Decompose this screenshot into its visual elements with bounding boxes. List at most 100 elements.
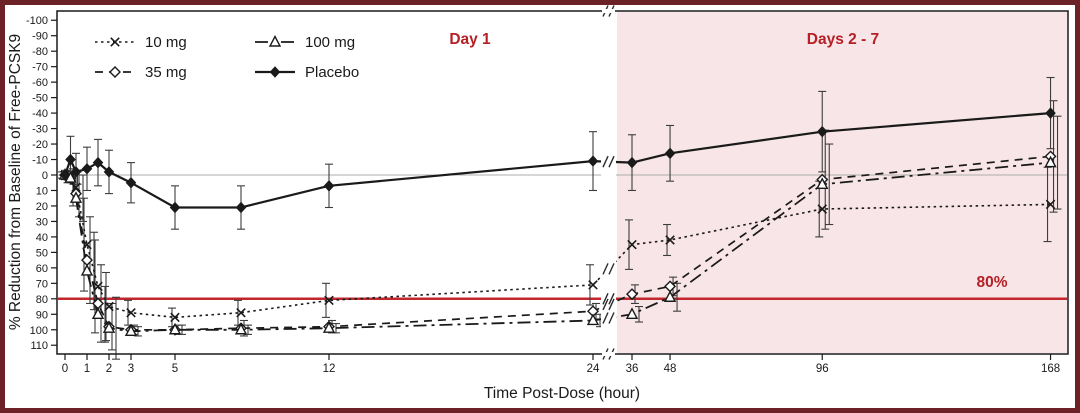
eighty-pct-label: 80%	[976, 274, 1007, 291]
y-tick-label: 70	[36, 278, 48, 290]
series-100-mg-marker	[234, 322, 248, 335]
x-tick-label: 96	[816, 363, 829, 375]
y-tick-label: 30	[36, 216, 48, 228]
axis-break-slash	[602, 155, 609, 168]
y-tick-label: -80	[32, 46, 48, 58]
y-tick-label: 60	[36, 263, 48, 275]
series-10-mg-marker	[665, 235, 675, 245]
chart-background-layer	[57, 11, 1068, 354]
chart-annotations: Day 1 Days 2 - 7 80%	[449, 31, 1007, 291]
axis-break-slash	[602, 293, 609, 305]
days2-7-label: Days 2 - 7	[807, 31, 879, 48]
y-tick-label: 40	[36, 232, 48, 244]
series-100-mg-marker	[663, 290, 677, 302]
series-10-mg-marker	[236, 307, 246, 318]
series-placebo-marker	[125, 176, 137, 189]
series-100-mg-marker	[1044, 155, 1057, 168]
series-100-mg-marker	[80, 263, 94, 276]
series-placebo-marker	[1045, 107, 1056, 119]
series-placebo-marker	[81, 163, 93, 175]
x-tick-label: 24	[587, 363, 600, 375]
series-10-mg-marker	[71, 182, 81, 193]
legend-label: 10 mg	[145, 34, 187, 51]
legend-entry-10-mg: 10 mg	[95, 34, 187, 51]
x-tick-label: 5	[172, 363, 178, 375]
series-35-mg-marker	[626, 288, 638, 301]
x-tick-label: 36	[626, 363, 639, 375]
chart-legend: 10 mg 35 mg 100 mg Placebo	[95, 34, 359, 81]
y-tick-label: 20	[36, 201, 48, 213]
y-tick-label: -10	[32, 155, 48, 167]
series-10-mg-marker	[588, 280, 598, 290]
plot-frame	[56, 10, 1069, 355]
series-100-mg-marker	[124, 324, 138, 337]
y-tick-label: -40	[32, 108, 48, 120]
chart-axes-layer: -100-90-80-70-60-50-40-30-20-10010203040…	[26, 9, 1069, 375]
y-tick-label: -30	[32, 124, 48, 136]
series-10-mg-marker	[817, 204, 828, 214]
y-tick-label: 10	[36, 185, 48, 197]
series-placebo-marker	[92, 156, 104, 169]
series-10-mg-marker	[170, 312, 180, 323]
series-placebo-marker	[103, 166, 115, 178]
series-100-mg-marker	[586, 313, 600, 326]
y-tick-label: 50	[36, 247, 48, 259]
legend-marker-diamond-filled-icon	[269, 66, 281, 78]
y-tick-label: -60	[32, 77, 48, 89]
series-100-mg-marker	[102, 321, 116, 333]
x-tick-label: 3	[128, 363, 134, 375]
y-tick-label: 110	[30, 340, 48, 352]
series-10-mg-marker	[104, 301, 114, 312]
x-tick-label: 2	[106, 363, 112, 375]
x-axis-title: Time Post-Dose (hour)	[484, 385, 640, 402]
y-tick-label: 0	[42, 170, 48, 182]
axis-break-slash	[602, 312, 609, 324]
x-tick-label: 1	[84, 363, 90, 375]
legend-label: Placebo	[305, 64, 359, 81]
axis-break-slash	[602, 298, 609, 311]
series-100-mg-marker	[816, 177, 829, 189]
chart-data-layer	[58, 5, 1062, 360]
y-tick-label: -70	[32, 62, 48, 74]
x-tick-label: 168	[1041, 363, 1060, 375]
axis-break-gap	[601, 5, 616, 360]
series-placebo-marker	[626, 156, 638, 169]
series-placebo-marker	[816, 125, 828, 138]
series-placebo-marker	[70, 166, 82, 178]
x-tick-label: 0	[62, 363, 68, 375]
series-100-mg-marker	[625, 307, 639, 319]
series-10-mg-marker	[1045, 199, 1056, 210]
series-10-mg-marker	[82, 239, 92, 250]
axis-break-slash	[608, 312, 615, 324]
y-tick-label: -100	[26, 15, 48, 27]
legend-marker-x-icon	[110, 37, 120, 47]
legend-label: 35 mg	[145, 64, 187, 81]
series-100-mg-marker	[69, 191, 83, 203]
series-10-mg-marker	[93, 281, 103, 292]
series-100-mg-line	[64, 161, 1051, 333]
series-100-mg-marker	[91, 307, 105, 319]
series-10-mg-marker	[126, 307, 136, 318]
legend-entry-placebo: Placebo	[255, 64, 359, 81]
y-tick-label: 80	[36, 294, 48, 306]
frame-break-bottom	[602, 352, 615, 356]
y-tick-label: -90	[32, 31, 48, 43]
x-tick-label: 12	[323, 363, 336, 375]
legend-marker-triangle-open-icon	[268, 34, 282, 47]
frame-break-top	[602, 9, 615, 13]
day1-label: Day 1	[449, 31, 491, 48]
legend-marker-diamond-open-icon	[109, 66, 121, 78]
series-100-mg-marker	[322, 321, 336, 333]
series-10-mg-line	[64, 174, 1051, 319]
series-100-mg-marker	[168, 322, 182, 335]
axis-break-slash	[608, 155, 615, 168]
series-placebo-marker	[664, 147, 676, 160]
y-tick-label: -50	[32, 93, 48, 105]
series-placebo-marker	[323, 180, 335, 192]
series-placebo-marker	[59, 169, 71, 181]
axis-break-slash	[608, 293, 615, 305]
legend-entry-35-mg: 35 mg	[95, 64, 187, 81]
y-axis-title: % Reduction from Baseline of Free-PCSK9	[7, 34, 24, 330]
